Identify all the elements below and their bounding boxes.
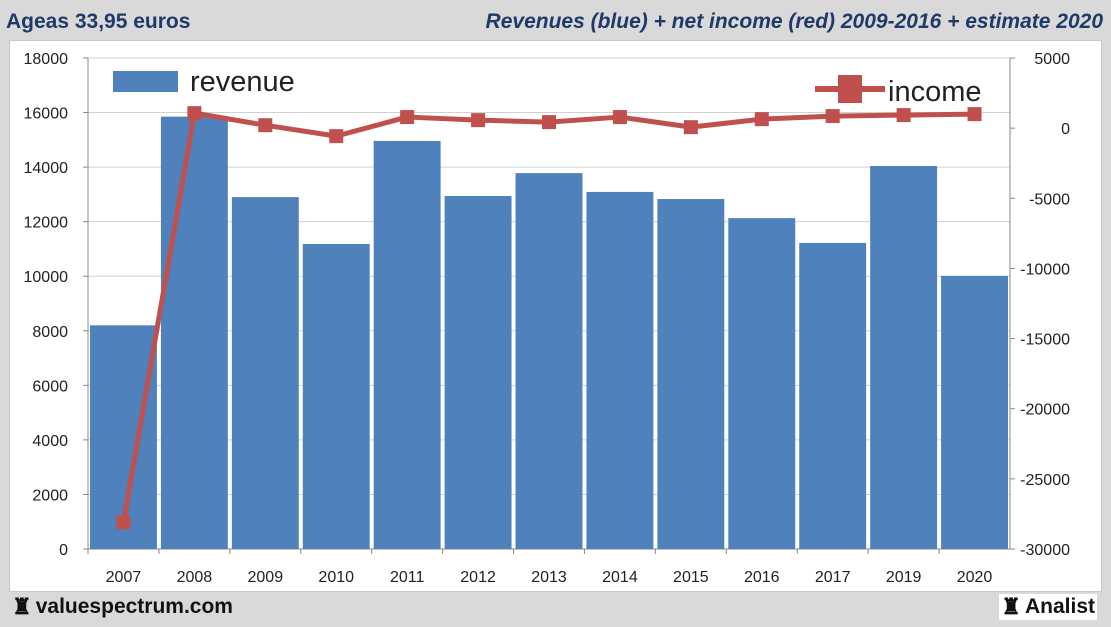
income-marker-2012 xyxy=(471,113,486,128)
income-marker-2020 xyxy=(967,107,982,122)
x-tick-label: 2019 xyxy=(886,569,922,586)
right-tick-label: -10000 xyxy=(1020,261,1070,278)
x-tick-label: 2008 xyxy=(177,569,213,586)
right-tick-label: -20000 xyxy=(1020,402,1070,419)
right-tick-label: 5000 xyxy=(1034,51,1070,68)
revenue-bar-2009 xyxy=(231,197,299,549)
stock-title: Ageas 33,95 euros xyxy=(6,10,191,33)
x-tick-label: 2017 xyxy=(815,569,851,586)
x-tick-label: 2009 xyxy=(248,569,284,586)
left-tick-label: 12000 xyxy=(24,215,69,232)
footer-analist-label: Analist xyxy=(1024,595,1095,618)
revenue-bar-2013 xyxy=(515,173,583,549)
left-tick-label: 8000 xyxy=(32,324,68,341)
income-marker-2017 xyxy=(825,109,840,124)
chess-rook-icon: ♜ xyxy=(1001,594,1021,619)
footer-brand: ♜ valuespectrum.com xyxy=(12,594,233,620)
revenue-bar-2016 xyxy=(728,218,796,550)
chart-title: Revenues (blue) + net income (red) 2009-… xyxy=(485,10,1103,33)
revenue-bar-2020 xyxy=(941,275,1008,549)
right-tick-label: -25000 xyxy=(1020,472,1070,489)
right-tick-label: 0 xyxy=(1061,121,1070,138)
income-marker-2011 xyxy=(400,110,415,125)
x-tick-label: 2007 xyxy=(106,569,142,586)
left-tick-label: 10000 xyxy=(24,269,69,286)
income-marker-2016 xyxy=(754,112,769,127)
revenue-bar-2008 xyxy=(160,116,228,550)
income-marker-2009 xyxy=(258,118,273,133)
left-tick-label: 4000 xyxy=(32,433,68,450)
legend-revenue-label: revenue xyxy=(190,66,295,98)
chess-rook-icon: ♜ xyxy=(12,594,32,619)
right-tick-label: -15000 xyxy=(1020,332,1070,349)
left-tick-label: 16000 xyxy=(24,106,69,123)
income-marker-2007 xyxy=(116,515,131,530)
legend-revenue-swatch xyxy=(113,71,178,92)
left-tick-label: 0 xyxy=(59,542,68,559)
revenue-bar-2010 xyxy=(302,244,370,550)
x-tick-label: 2011 xyxy=(390,569,425,586)
revenue-bar-2011 xyxy=(373,140,441,549)
x-tick-label: 2014 xyxy=(602,569,638,586)
right-tick-label: -30000 xyxy=(1020,542,1070,559)
left-tick-label: 14000 xyxy=(24,160,69,177)
left-tick-label: 2000 xyxy=(32,487,68,504)
footer-site: valuespectrum.com xyxy=(35,595,233,618)
x-tick-label: 2012 xyxy=(460,569,496,586)
revenue-bar-2015 xyxy=(657,199,725,549)
income-marker-2008 xyxy=(187,106,202,121)
income-marker-2019 xyxy=(896,108,911,123)
legend-income-marker xyxy=(838,75,862,103)
revenue-bar-2012 xyxy=(444,196,512,549)
x-tick-label: 2013 xyxy=(531,569,567,586)
x-tick-label: 2016 xyxy=(744,569,780,586)
income-marker-2010 xyxy=(329,129,344,144)
x-tick-label: 2015 xyxy=(673,569,709,586)
revenue-bar-2017 xyxy=(799,242,867,549)
x-tick-label: 2010 xyxy=(318,569,354,586)
right-tick-label: -5000 xyxy=(1029,191,1070,208)
income-marker-2014 xyxy=(612,110,627,125)
revenue-bar-2014 xyxy=(586,191,654,549)
x-tick-label: 2020 xyxy=(957,569,993,586)
left-tick-label: 18000 xyxy=(24,51,69,68)
income-marker-2013 xyxy=(542,115,556,130)
revenue-bar-2019 xyxy=(870,166,938,549)
legend-income-label: income xyxy=(888,76,982,108)
left-tick-label: 6000 xyxy=(32,378,68,395)
income-marker-2015 xyxy=(683,120,698,135)
footer-analist: ♜ Analist xyxy=(999,594,1097,620)
